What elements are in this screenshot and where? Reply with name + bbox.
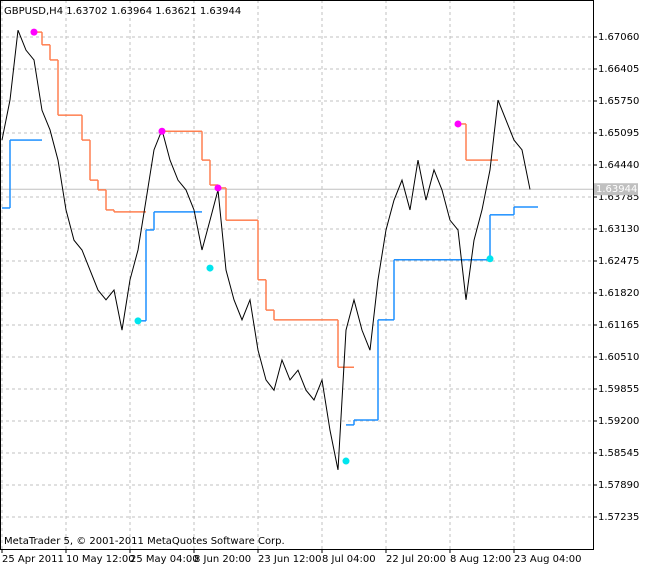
y-tick-label: 1.65750 (598, 96, 639, 107)
y-tick-label: 1.58545 (598, 448, 639, 459)
signal-dot (158, 127, 166, 135)
last-price-label: 1.63944 (596, 184, 637, 195)
x-tick-label: 25 Apr 2011 (2, 554, 64, 565)
x-tick-label: 22 Jul 20:00 (386, 554, 446, 565)
y-tick-label: 1.67060 (598, 32, 639, 43)
y-tick-label: 1.60510 (598, 352, 639, 363)
signal-dot (30, 28, 38, 36)
footer: MetaTrader 5, © 2001-2011 MetaQuotes Sof… (4, 536, 285, 547)
signal-dot (486, 255, 494, 263)
x-tick-label: 10 May 12:00 (66, 554, 135, 565)
grid (0, 0, 593, 549)
y-tick-label: 1.66405 (598, 64, 639, 75)
signal-dot (342, 457, 350, 465)
x-tick-label: 25 May 04:00 (130, 554, 199, 565)
y-tick-label: 1.59200 (598, 416, 639, 427)
last-price-box (594, 183, 638, 196)
x-tick-label: 23 Aug 04:00 (514, 554, 581, 565)
signal-dot (454, 120, 462, 128)
plot-frame (0, 0, 594, 550)
plot (0, 28, 593, 470)
y-tick-label: 1.61165 (598, 320, 639, 331)
chart-title: GBPUSD,H4 1.63702 1.63964 1.63621 1.6394… (4, 6, 241, 17)
y-tick-label: 1.59855 (598, 384, 639, 395)
y-tick-label: 1.63130 (598, 224, 639, 235)
x-tick-label: 8 Jun 20:00 (194, 554, 251, 565)
x-tick-label: 8 Aug 12:00 (450, 554, 511, 565)
y-tick-label: 1.57890 (598, 480, 639, 491)
y-tick-label: 1.64440 (598, 160, 639, 171)
y-tick-label: 1.57235 (598, 512, 639, 523)
y-tick-label: 1.62475 (598, 256, 639, 267)
y-tick-label: 1.65095 (598, 128, 639, 139)
y-tick-label: 1.63785 (598, 192, 639, 203)
signal-dot (134, 317, 142, 325)
x-tick-label: 23 Jun 12:00 (258, 554, 322, 565)
price-line (1, 29, 531, 470)
x-tick-label: 8 Jul 04:00 (322, 554, 376, 565)
y-tick-label: 1.61820 (598, 288, 639, 299)
signal-dot (206, 264, 214, 272)
signal-dot (214, 184, 222, 192)
